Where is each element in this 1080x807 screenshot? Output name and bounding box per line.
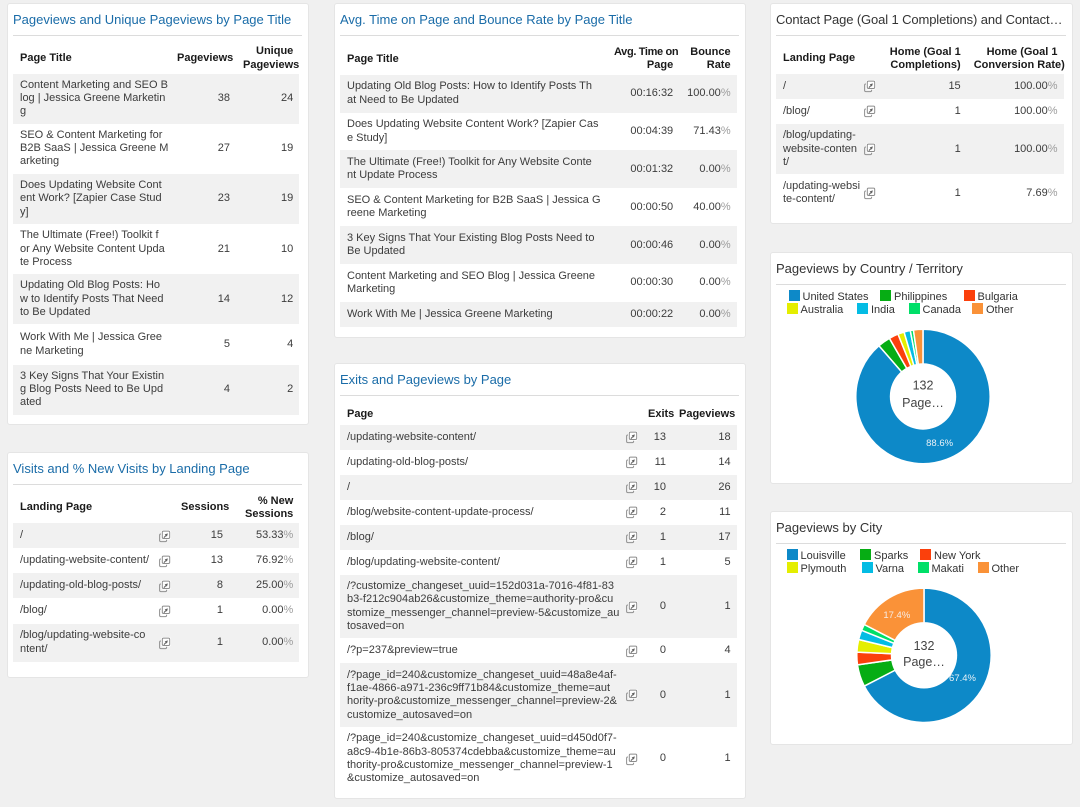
svg-text:Page…: Page… [903, 655, 945, 669]
svg-text:132: 132 [914, 639, 935, 653]
svg-text:Page…: Page… [902, 396, 944, 410]
svg-text:17.4%: 17.4% [883, 610, 910, 621]
svg-text:132: 132 [913, 378, 934, 392]
svg-text:88.6%: 88.6% [926, 437, 953, 448]
svg-text:67.4%: 67.4% [949, 672, 976, 683]
